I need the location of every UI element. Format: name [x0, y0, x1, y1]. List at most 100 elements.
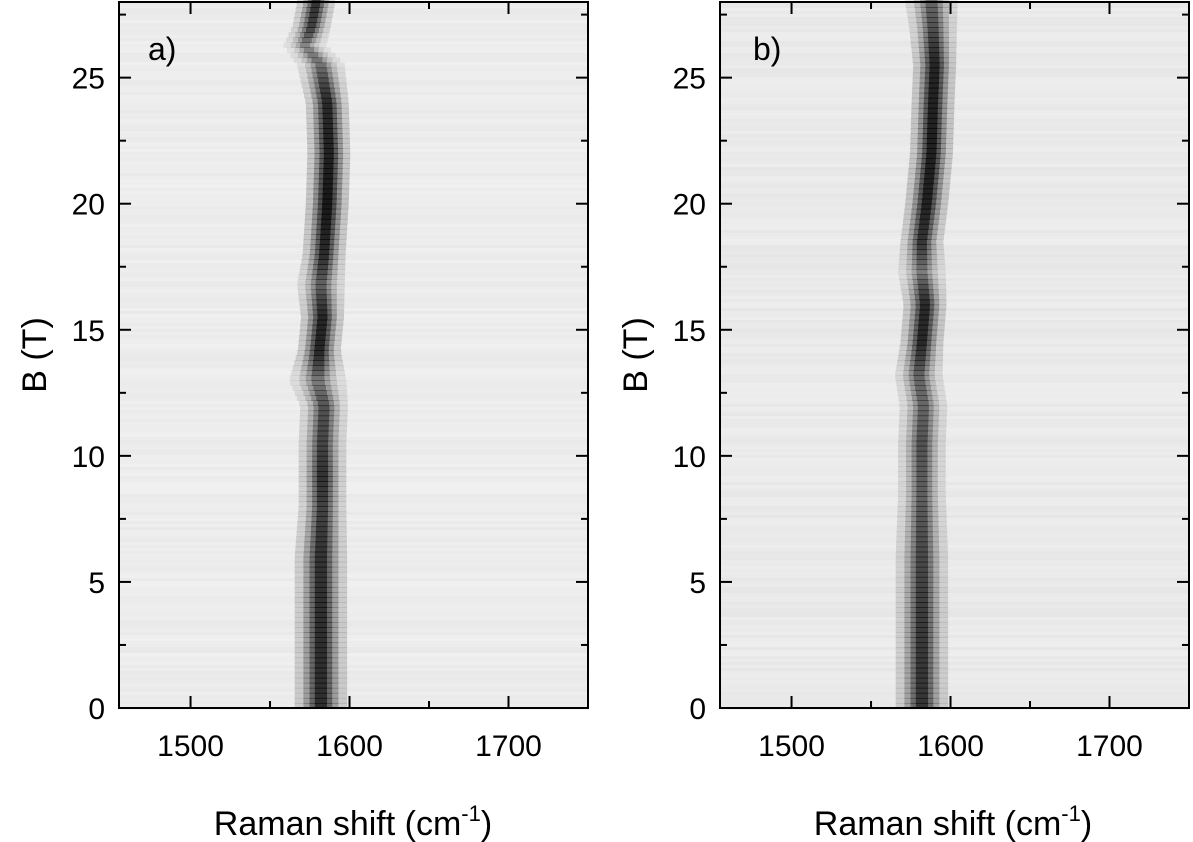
heatmap-noise-row: [119, 335, 588, 338]
peak-band-segment: [897, 390, 946, 396]
peak-band-segment: [304, 531, 339, 538]
peak-band-segment: [316, 395, 329, 401]
peak-band-segment: [895, 566, 949, 573]
peak-band-segment: [898, 425, 947, 432]
heatmap-noise-row: [119, 575, 588, 578]
peak-band-segment: [910, 622, 934, 628]
heatmap-noise-row: [119, 659, 588, 662]
heatmap-noise-row: [119, 392, 588, 395]
heatmap-noise-row: [720, 95, 1189, 98]
peak-band-segment: [312, 445, 333, 452]
peak-band-segment: [318, 254, 329, 260]
peak-band-segment: [316, 269, 328, 275]
peak-band-segment: [915, 597, 929, 603]
heatmap-noise-row: [720, 68, 1189, 71]
peak-band-segment: [286, 47, 332, 54]
peak-band-segment: [316, 67, 328, 74]
panel-label-a: a): [148, 31, 176, 67]
heatmap-noise-row: [720, 56, 1189, 59]
peak-band-segment: [306, 269, 338, 275]
plot-frame-a: [118, 1, 589, 709]
peak-band-segment: [924, 168, 935, 175]
peak-band-segment: [310, 526, 333, 533]
peak-band-segment: [910, 652, 934, 659]
x-axis-title-b-main: Raman shift (cm: [814, 805, 1062, 842]
peak-band-segment: [907, 17, 958, 23]
peak-band-segment: [310, 531, 333, 538]
heatmap-noise-row: [119, 647, 588, 650]
peak-band-segment: [306, 501, 339, 507]
peak-band-segment: [314, 642, 328, 649]
heatmap-noise-row: [119, 116, 588, 119]
heatmap-noise-row: [119, 140, 588, 143]
peak-band-segment: [899, 254, 945, 260]
peak-band-segment: [910, 662, 934, 669]
peak-band-segment: [911, 349, 931, 356]
heatmap-noise-row: [720, 701, 1189, 704]
peak-band-segment: [913, 284, 934, 291]
heatmap-noise-row: [119, 131, 588, 134]
heatmap-noise-row: [720, 368, 1189, 371]
heatmap-noise-row: [720, 413, 1189, 416]
peak-band-segment: [908, 284, 939, 291]
heatmap-noise-row: [720, 497, 1189, 500]
heatmap-noise-row: [119, 65, 588, 68]
peak-band-segment: [313, 420, 334, 427]
peak-band-segment: [910, 672, 934, 679]
peak-band-segment: [306, 67, 338, 74]
peak-band-segment: [314, 677, 328, 684]
peak-band-segment: [299, 380, 338, 386]
heatmap-noise-row: [119, 188, 588, 191]
heatmap-noise-row: [119, 314, 588, 317]
peak-band-segment: [318, 259, 329, 265]
peak-band-segment: [916, 445, 928, 452]
heatmap-noise-row: [119, 26, 588, 29]
heatmap-noise-row: [720, 641, 1189, 644]
heatmap-noise-row: [119, 23, 588, 26]
peak-band-segment: [920, 2, 943, 8]
peak-band-segment: [314, 586, 328, 593]
heatmap-noise-row: [720, 452, 1189, 455]
heatmap-noise-row: [119, 428, 588, 431]
peak-band-segment: [310, 62, 332, 69]
peak-band-segment: [918, 223, 929, 230]
heatmap-noise-row: [119, 485, 588, 488]
peak-band-segment: [313, 410, 335, 417]
peak-band-segment: [907, 410, 940, 417]
heatmap-noise-row: [119, 410, 588, 413]
peak-band-segment: [298, 506, 347, 512]
peak-band-segment: [919, 314, 930, 321]
peak-band-segment: [313, 385, 326, 391]
peak-band-segment: [895, 571, 949, 578]
panel-a: 1500 1600 1700 0 5 10 15 20 25 a) B (T) Raman sh…: [16, 0, 589, 842]
heatmap-noise-row: [119, 413, 588, 416]
peak-band-segment: [308, 77, 339, 84]
peak-band-segment: [915, 612, 929, 618]
peak-band-segment: [910, 602, 934, 608]
heatmap-noise-row: [119, 56, 588, 59]
peak-band-segment: [915, 607, 929, 613]
heatmap-noise-row: [720, 494, 1189, 497]
heatmap-noise-row: [720, 14, 1189, 17]
peak-band-segment: [909, 380, 931, 386]
peak-band-segment: [314, 576, 328, 583]
heatmap-noise-row: [119, 476, 588, 479]
peak-band-segment: [295, 32, 323, 38]
peak-band-segment: [895, 652, 949, 659]
peak-band-segment: [904, 541, 940, 548]
heatmap-noise-row: [720, 419, 1189, 422]
peak-band-segment: [921, 12, 944, 18]
peak-band-segment: [909, 365, 930, 371]
peak-band-segment: [304, 536, 339, 543]
peak-band-segment: [916, 440, 928, 447]
peak-band-segment: [924, 173, 935, 180]
heatmap-noise-row: [720, 263, 1189, 266]
heatmap-noise-row: [720, 185, 1189, 188]
heatmap-noise-row: [720, 50, 1189, 53]
peak-band-segment: [904, 576, 940, 583]
heatmap-noise-row: [720, 680, 1189, 683]
peak-band-segment: [904, 617, 940, 623]
peak-band-segment: [323, 138, 334, 144]
y-tick-label: 25: [72, 63, 105, 96]
peak-band-segment: [906, 470, 938, 477]
